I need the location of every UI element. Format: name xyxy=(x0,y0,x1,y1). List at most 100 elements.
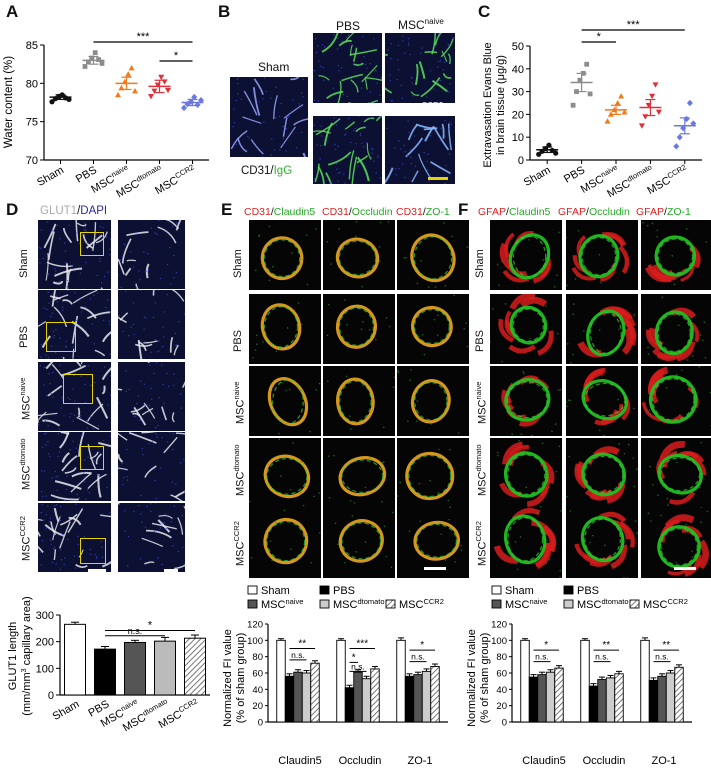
nucleus-dot xyxy=(66,286,69,288)
legend-label-msc: MSC xyxy=(505,599,530,611)
nucleus-dot xyxy=(160,364,163,367)
nucleus-dot xyxy=(352,130,355,132)
row-label-sup: dtomato xyxy=(18,438,27,466)
nucleus-dot xyxy=(118,314,120,317)
micrograph-texture xyxy=(313,33,382,103)
vessel-stroke xyxy=(53,549,57,561)
nucleus-dot xyxy=(41,540,44,542)
speckle xyxy=(436,334,439,336)
nucleus-dot xyxy=(337,172,340,175)
speckle xyxy=(572,303,575,305)
bar xyxy=(657,675,667,723)
nucleus-dot xyxy=(322,79,325,82)
speckle xyxy=(632,457,635,459)
nucleus-dot xyxy=(75,231,77,234)
vessel-stroke xyxy=(163,436,178,454)
nucleus-dot xyxy=(39,365,42,367)
row-label-msc: MSC xyxy=(20,395,33,420)
tight-junction-ring xyxy=(507,517,544,562)
nucleus-dot xyxy=(172,448,174,451)
speckle xyxy=(327,455,330,458)
nucleus-dot xyxy=(89,298,92,300)
speckle xyxy=(542,259,545,261)
nucleus-dot xyxy=(426,160,428,163)
speckle xyxy=(657,494,659,497)
nucleus-dot xyxy=(326,139,328,141)
nucleus-dot xyxy=(270,97,272,99)
data-point xyxy=(198,97,204,104)
astrocyte-process xyxy=(501,441,524,465)
f-ccr2-0 xyxy=(490,508,562,578)
speckle xyxy=(603,434,605,436)
tight-junction-ring xyxy=(338,307,375,346)
nucleus-dot xyxy=(369,91,372,93)
speckle xyxy=(383,460,385,463)
vessel-stroke xyxy=(65,263,69,289)
micrograph-d-sham-zoom xyxy=(118,220,185,289)
micrograph-d-pbs-zoom xyxy=(118,290,185,359)
vessel-stroke xyxy=(283,104,304,119)
speckle xyxy=(448,518,450,521)
data-point xyxy=(673,143,680,150)
nucleus-dot xyxy=(320,144,322,147)
nucleus-dot xyxy=(84,481,86,483)
speckle xyxy=(700,521,702,524)
speckle xyxy=(383,525,386,528)
nucleus-dot xyxy=(366,141,368,144)
vessel-stroke xyxy=(102,331,111,343)
speckle xyxy=(278,432,280,435)
vessel-stroke xyxy=(92,222,97,252)
x-category-label: Claudin5 xyxy=(522,755,565,767)
panel-letter-d: D xyxy=(6,200,19,219)
speckle xyxy=(427,286,430,288)
speckle xyxy=(403,257,406,259)
nucleus-dot xyxy=(348,117,350,120)
vessel-stroke xyxy=(53,306,68,328)
nucleus-dot xyxy=(75,503,77,505)
data-point xyxy=(649,93,656,100)
speckle xyxy=(622,319,625,322)
row-label-d-dtomato: MSCdtomato xyxy=(18,438,33,490)
speckle xyxy=(258,234,260,237)
vessel-stroke xyxy=(145,263,150,279)
vessel-stroke xyxy=(38,519,43,521)
nucleus-dot xyxy=(64,557,66,559)
nucleus-dot xyxy=(55,295,58,297)
row-label-sup: naive xyxy=(474,381,483,400)
nucleus-dot xyxy=(75,447,78,450)
nucleus-dot xyxy=(146,505,148,508)
nucleus-dot xyxy=(175,271,178,274)
vessel-ring xyxy=(586,309,626,357)
nucleus-dot xyxy=(162,326,164,328)
astrocyte-process xyxy=(534,542,550,568)
f-dtomato-2 xyxy=(641,438,711,508)
row-label-sup: naive xyxy=(232,381,241,400)
speckle xyxy=(642,221,644,224)
nucleus-dot xyxy=(343,173,345,175)
speckle xyxy=(418,482,421,485)
nucleus-dot xyxy=(377,156,379,159)
speckle xyxy=(528,238,530,241)
vessel-stroke xyxy=(420,77,441,98)
nucleus-dot xyxy=(60,549,62,551)
micrograph-b-pbs xyxy=(313,33,382,103)
nucleus-dot xyxy=(79,297,82,299)
micrograph-d-naive-zoom xyxy=(118,362,185,431)
vessel-ring xyxy=(260,303,302,351)
row-label-msc: MSC xyxy=(20,465,33,490)
nucleus-dot xyxy=(72,440,74,442)
nucleus-dot xyxy=(132,302,135,304)
significance-label: n.s. xyxy=(411,652,425,662)
nucleus-dot xyxy=(314,178,316,180)
speckle xyxy=(633,485,636,488)
y-tick-label: 40 xyxy=(512,64,524,76)
speckle xyxy=(310,561,312,564)
panel-b-sham-label: Sham xyxy=(258,60,290,74)
speckle xyxy=(300,460,303,463)
legend-label: MSCnaive xyxy=(505,597,547,611)
speckle xyxy=(410,368,413,371)
nucleus-dot xyxy=(173,277,175,279)
speckle xyxy=(330,263,332,265)
nucleus-dot xyxy=(105,306,107,309)
nucleus-dot xyxy=(411,82,414,85)
